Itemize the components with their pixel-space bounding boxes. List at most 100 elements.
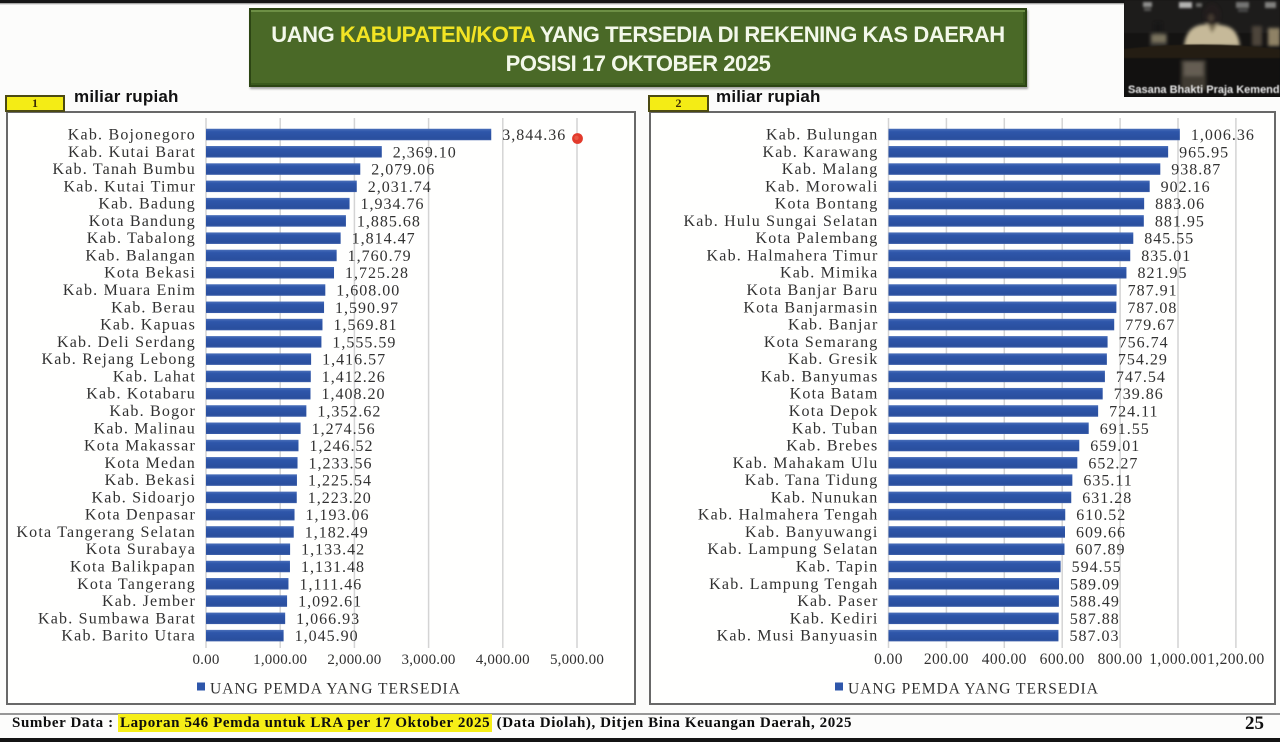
svg-text:1,814.47: 1,814.47 (352, 231, 416, 248)
svg-text:1,233.56: 1,233.56 (309, 455, 373, 472)
svg-text:635.11: 635.11 (1083, 473, 1132, 490)
svg-text:938.87: 938.87 (1171, 162, 1221, 179)
svg-text:1,200.00: 1,200.00 (1207, 651, 1264, 668)
svg-text:607.89: 607.89 (1075, 542, 1125, 559)
svg-text:Kota Banjar Baru: Kota Banjar Baru (746, 282, 878, 299)
svg-text:1,412.26: 1,412.26 (322, 369, 386, 386)
svg-text:Kota Tangerang Selatan: Kota Tangerang Selatan (16, 524, 196, 541)
svg-text:1,555.59: 1,555.59 (332, 334, 396, 351)
svg-text:659.01: 659.01 (1090, 438, 1140, 455)
svg-text:1,045.90: 1,045.90 (295, 628, 359, 645)
svg-text:Kab. Malang: Kab. Malang (782, 161, 879, 178)
svg-text:4,000.00: 4,000.00 (476, 652, 530, 668)
svg-text:Kab. Karawang: Kab. Karawang (763, 144, 879, 161)
svg-text:589.09: 589.09 (1070, 576, 1120, 593)
svg-text:Kab. Tuban: Kab. Tuban (792, 420, 879, 437)
svg-text:779.67: 779.67 (1125, 317, 1175, 334)
svg-text:965.95: 965.95 (1179, 144, 1229, 161)
svg-text:Kab. Balangan: Kab. Balangan (85, 247, 196, 264)
svg-text:1,111.46: 1,111.46 (299, 576, 362, 593)
svg-text:Kota Medan: Kota Medan (104, 455, 196, 472)
svg-text:1,182.49: 1,182.49 (305, 524, 369, 541)
svg-text:Kota Batam: Kota Batam (790, 386, 879, 403)
svg-text:Kota Depok: Kota Depok (789, 403, 879, 420)
svg-text:1,066.93: 1,066.93 (296, 611, 360, 628)
svg-text:5,000.00: 5,000.00 (550, 652, 604, 668)
svg-text:845.55: 845.55 (1144, 231, 1194, 248)
svg-text:Kab. Mimika: Kab. Mimika (780, 265, 879, 282)
svg-text:2,031.74: 2,031.74 (368, 179, 432, 196)
svg-text:1,569.81: 1,569.81 (333, 317, 397, 334)
svg-text:609.66: 609.66 (1076, 524, 1126, 541)
svg-text:1,590.97: 1,590.97 (335, 300, 399, 317)
svg-text:Kab. Deli Serdang: Kab. Deli Serdang (57, 334, 196, 351)
svg-text:Kota Banjarmasin: Kota Banjarmasin (743, 299, 878, 316)
svg-text:Kota Balikpapan: Kota Balikpapan (70, 559, 196, 576)
svg-text:Kab. Paser: Kab. Paser (797, 593, 878, 610)
svg-text:Kab. Malinau: Kab. Malinau (94, 420, 196, 437)
svg-text:Kab. Sidoarjo: Kab. Sidoarjo (92, 489, 196, 506)
svg-text:Kab. Jember: Kab. Jember (102, 593, 196, 610)
svg-text:Kab. Morowali: Kab. Morowali (765, 178, 878, 195)
svg-text:Kab. Tana Tidung: Kab. Tana Tidung (745, 472, 879, 489)
svg-text:Kab. Tapin: Kab. Tapin (796, 559, 879, 576)
svg-text:Kab. Banjar: Kab. Banjar (788, 317, 879, 334)
svg-text:2,000.00: 2,000.00 (327, 652, 381, 668)
svg-text:Kab. Barito Utara: Kab. Barito Utara (61, 628, 196, 645)
svg-text:1,246.52: 1,246.52 (309, 438, 373, 455)
svg-text:631.28: 631.28 (1082, 490, 1132, 507)
svg-text:Kab. Bulungan: Kab. Bulungan (766, 127, 878, 144)
svg-text:Kab. Badung: Kab. Badung (98, 196, 196, 213)
svg-text:Kab. Berau: Kab. Berau (111, 299, 196, 316)
svg-text:800.00: 800.00 (1098, 651, 1143, 668)
svg-text:1,725.28: 1,725.28 (345, 265, 409, 282)
svg-text:Kab. Tabalong: Kab. Tabalong (87, 230, 196, 247)
svg-text:Kab. Lampung Selatan: Kab. Lampung Selatan (707, 541, 878, 558)
svg-text:Kab. Bogor: Kab. Bogor (109, 403, 196, 420)
svg-text:Kab. Kutai Timur: Kab. Kutai Timur (63, 178, 196, 195)
svg-text:3,000.00: 3,000.00 (402, 652, 456, 668)
svg-text:Kab. Tanah Bumbu: Kab. Tanah Bumbu (52, 161, 196, 178)
svg-text:1,193.06: 1,193.06 (306, 507, 370, 524)
svg-text:1,608.00: 1,608.00 (336, 283, 400, 300)
svg-text:Kab. Kutai Barat: Kab. Kutai Barat (68, 144, 196, 161)
svg-text:Kab. Musi Banyuasin: Kab. Musi Banyuasin (717, 628, 879, 645)
svg-text:Kota Makassar: Kota Makassar (84, 438, 196, 455)
svg-text:Sasana Bhakti Praja Kemend: Sasana Bhakti Praja Kemend (1128, 84, 1280, 96)
svg-text:2,079.06: 2,079.06 (371, 162, 435, 179)
svg-text:UANG PEMDA YANG TERSEDIA: UANG PEMDA YANG TERSEDIA (210, 681, 461, 698)
svg-text:1,408.20: 1,408.20 (321, 386, 385, 403)
svg-text:Kab. Kediri: Kab. Kediri (790, 610, 879, 627)
svg-text:Kab. Lampung Tengah: Kab. Lampung Tengah (709, 576, 878, 593)
svg-text:0.00: 0.00 (192, 652, 219, 668)
svg-text:835.01: 835.01 (1141, 248, 1191, 265)
svg-text:Kab. Halmahera Timur: Kab. Halmahera Timur (707, 247, 879, 264)
svg-text:Kab. Rejang Lebong: Kab. Rejang Lebong (42, 351, 196, 368)
svg-text:724.11: 724.11 (1109, 403, 1158, 420)
svg-text:902.16: 902.16 (1161, 179, 1211, 196)
svg-text:Kab. Hulu Sungai Selatan: Kab. Hulu Sungai Selatan (684, 213, 879, 230)
svg-text:Kab. Sumbawa Barat: Kab. Sumbawa Barat (38, 610, 196, 627)
svg-text:Kab. Brebes: Kab. Brebes (786, 438, 878, 455)
svg-text:0.00: 0.00 (874, 651, 903, 668)
svg-text:610.52: 610.52 (1076, 507, 1126, 524)
svg-text:Kota Surabaya: Kota Surabaya (86, 541, 196, 558)
svg-text:Kota Palembang: Kota Palembang (756, 230, 879, 247)
svg-text:1,133.42: 1,133.42 (301, 542, 365, 559)
svg-text:Kab. Nunukan: Kab. Nunukan (771, 489, 879, 506)
svg-text:Kab. Banyumas: Kab. Banyumas (761, 368, 879, 385)
svg-text:200.00: 200.00 (924, 651, 969, 668)
svg-text:Kota Bandung: Kota Bandung (89, 213, 196, 230)
svg-text:587.03: 587.03 (1069, 628, 1119, 645)
svg-text:Kab. Kapuas: Kab. Kapuas (100, 317, 196, 334)
svg-text:652.27: 652.27 (1088, 455, 1138, 472)
svg-text:1,000.00: 1,000.00 (1149, 651, 1206, 668)
svg-text:1,934.76: 1,934.76 (361, 196, 425, 213)
svg-text:747.54: 747.54 (1116, 369, 1166, 386)
svg-text:600.00: 600.00 (1040, 651, 1085, 668)
svg-text:Kab. Lahat: Kab. Lahat (113, 368, 196, 385)
svg-text:Kab. Bekasi: Kab. Bekasi (105, 472, 196, 489)
svg-text:1,760.79: 1,760.79 (348, 248, 412, 265)
svg-text:1,000.00: 1,000.00 (253, 652, 307, 668)
svg-text:1,225.54: 1,225.54 (308, 473, 372, 490)
